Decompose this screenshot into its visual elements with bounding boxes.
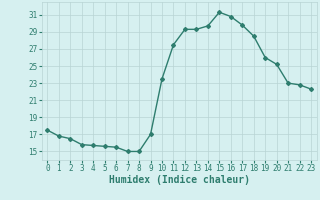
X-axis label: Humidex (Indice chaleur): Humidex (Indice chaleur) (109, 175, 250, 185)
